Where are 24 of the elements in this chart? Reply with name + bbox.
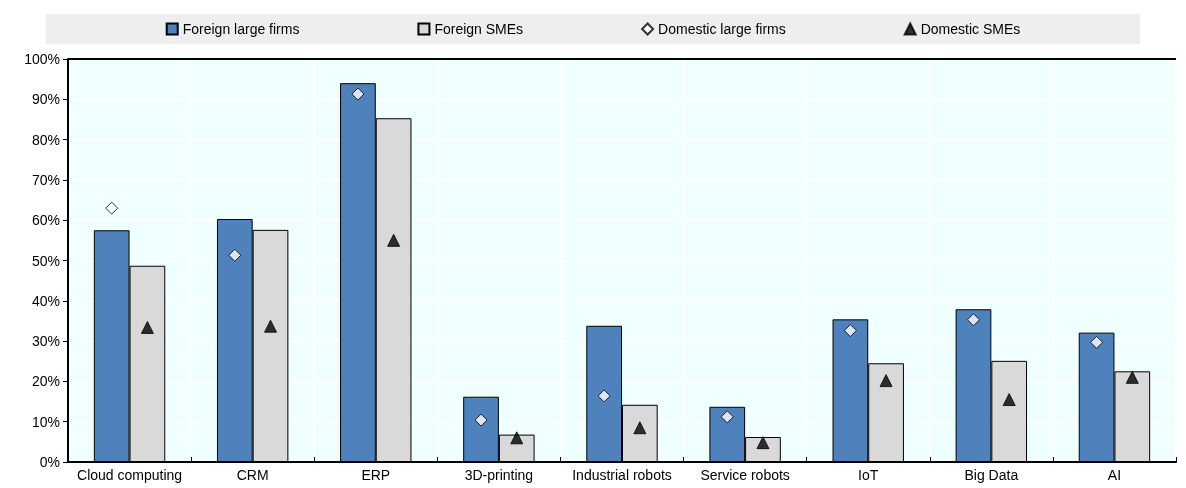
- y-tick-label: 90%: [31, 91, 60, 108]
- x-tick-label: ERP: [361, 467, 391, 483]
- legend-label: Foreign SMEs: [434, 21, 524, 37]
- x-tick-label: Big Data: [964, 467, 1019, 483]
- y-tick-label: 30%: [31, 333, 60, 350]
- y-tick-label: 60%: [31, 212, 60, 229]
- x-tick-label: IoT: [858, 467, 879, 483]
- legend-label: Foreign large firms: [182, 21, 300, 37]
- x-tick-label: 3D-printing: [464, 467, 534, 483]
- x-tick-label: Service robots: [700, 467, 790, 483]
- y-tick-label: 100%: [24, 51, 60, 67]
- y-tick-label: 70%: [31, 171, 60, 188]
- x-tick-label: CRM: [236, 467, 269, 483]
- y-tick-label: 20%: [31, 373, 60, 390]
- x-tick-label: Industrial robots: [572, 467, 672, 483]
- legend-label: Domestic large firms: [658, 21, 786, 37]
- y-tick-label: 50%: [31, 252, 60, 269]
- legend-label: Domestic SMEs: [920, 21, 1021, 37]
- y-tick-label: 10%: [31, 413, 60, 430]
- x-tick-label: Cloud computing: [77, 467, 183, 483]
- y-tick-label: 40%: [31, 292, 60, 309]
- x-tick-label: AI: [1107, 467, 1122, 483]
- y-tick-label: 0%: [39, 454, 60, 470]
- y-tick-label: 80%: [31, 131, 60, 148]
